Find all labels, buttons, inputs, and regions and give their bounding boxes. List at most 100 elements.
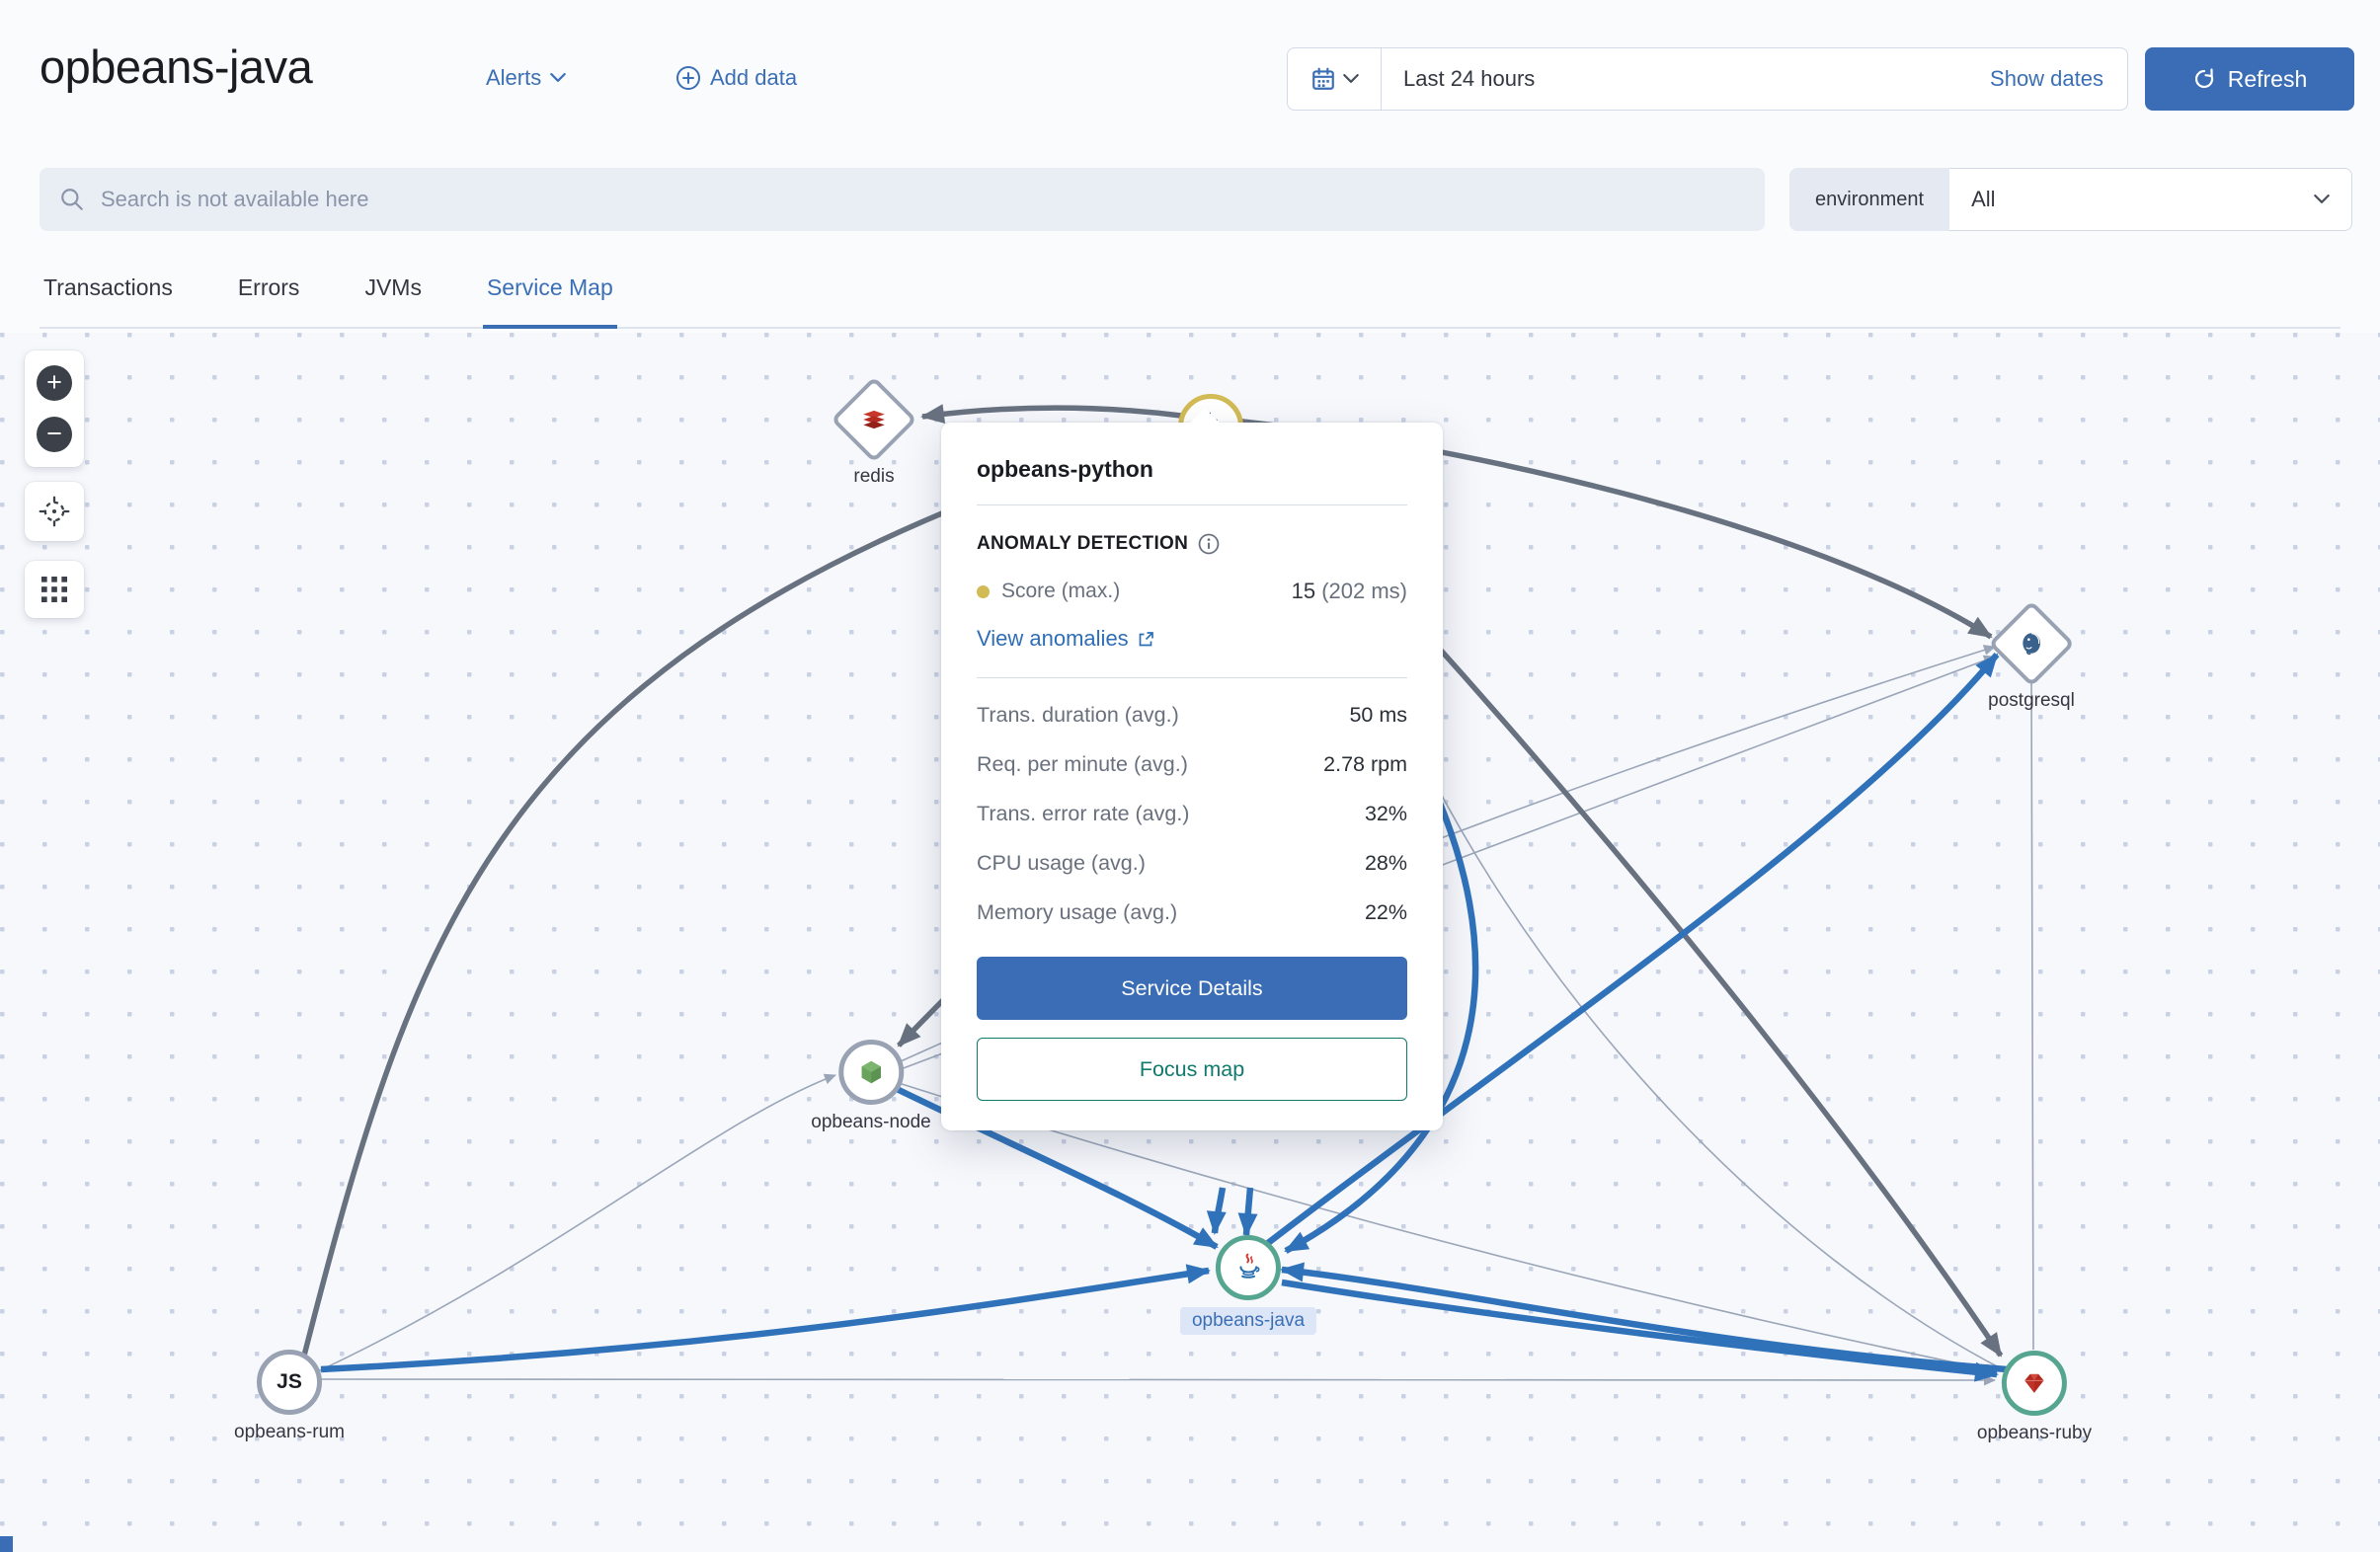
edge-python-java-c bbox=[1284, 745, 1479, 1254]
node-opbeans-ruby[interactable]: opbeans-ruby bbox=[1977, 1351, 2092, 1444]
metric-value: 2.78 rpm bbox=[1323, 752, 1407, 776]
search-bar bbox=[40, 168, 1765, 231]
edge-ruby-java bbox=[1280, 1262, 2008, 1373]
grid-dots-icon bbox=[41, 577, 67, 602]
node-redis[interactable]: redis bbox=[831, 376, 917, 488]
time-range-picker: Last 24 hours Show dates bbox=[1287, 47, 2128, 111]
metric-value: 50 ms bbox=[1349, 703, 1407, 727]
layout-grid-button[interactable] bbox=[25, 561, 84, 618]
popover-divider bbox=[977, 677, 1407, 678]
environment-select[interactable]: All bbox=[1949, 168, 2352, 231]
plus-circle-icon bbox=[676, 66, 700, 90]
redis-icon bbox=[863, 410, 885, 429]
add-data-label: Add data bbox=[710, 65, 798, 90]
edge-rum-python bbox=[301, 421, 1196, 1357]
environment-filter: environment All bbox=[1789, 168, 2352, 231]
environment-value: All bbox=[1971, 187, 1996, 211]
search-icon bbox=[61, 189, 83, 210]
score-value: 15 bbox=[1291, 579, 1316, 603]
nodejs-icon bbox=[861, 1060, 881, 1084]
tab-transactions[interactable]: Transactions bbox=[43, 274, 173, 300]
add-data-button[interactable]: Add data bbox=[675, 65, 797, 91]
node-opbeans-node[interactable]: opbeans-node bbox=[811, 1040, 931, 1133]
edge-python-redis bbox=[920, 404, 1182, 425]
environment-filter-label: environment bbox=[1789, 168, 1950, 231]
node-label: postgresql bbox=[1988, 690, 2075, 711]
edge-ruby-postgresql bbox=[2030, 673, 2034, 1351]
view-anomalies-label: View anomalies bbox=[977, 626, 1129, 651]
external-link-icon bbox=[1139, 631, 1153, 646]
view-anomalies-link[interactable]: View anomalies bbox=[977, 626, 1407, 652]
tab-bar: Transactions Errors JVMs Service Map bbox=[40, 274, 2340, 329]
search-input[interactable] bbox=[99, 186, 1757, 213]
metric-label: Trans. error rate (avg.) bbox=[977, 802, 1190, 825]
edge-java-ruby bbox=[1281, 1279, 1999, 1382]
refresh-button[interactable]: Refresh bbox=[2145, 47, 2354, 111]
metric-row: Trans. error rate (avg.) 32% bbox=[977, 802, 1407, 826]
anomaly-detection-label: ANOMALY DETECTION bbox=[977, 533, 1189, 554]
tab-service-map[interactable]: Service Map bbox=[482, 274, 617, 329]
edge-rum-node bbox=[317, 1073, 836, 1372]
edge-rum-java bbox=[320, 1264, 1211, 1373]
node-opbeans-rum[interactable]: JS opbeans-rum bbox=[234, 1350, 345, 1443]
metric-row: Trans. duration (avg.) 50 ms bbox=[977, 703, 1407, 728]
service-map-canvas[interactable]: redis postgresql bbox=[0, 333, 2380, 1552]
zoom-in-button[interactable]: + bbox=[37, 365, 72, 402]
edge-python-ruby-thin bbox=[1431, 776, 2000, 1368]
anomaly-detection-header: ANOMALY DETECTION bbox=[977, 533, 1407, 555]
metric-value: 32% bbox=[1364, 802, 1407, 825]
postgresql-icon bbox=[2023, 633, 2040, 656]
edge-java-postgresql bbox=[1266, 652, 2000, 1246]
service-details-button[interactable]: Service Details bbox=[977, 957, 1407, 1020]
focus-map-button[interactable]: Focus map bbox=[977, 1038, 1407, 1101]
chevron-down-icon bbox=[2314, 194, 2330, 203]
metric-label: CPU usage (avg.) bbox=[977, 851, 1146, 875]
java-icon bbox=[1239, 1253, 1260, 1279]
metric-label: Trans. duration (avg.) bbox=[977, 703, 1179, 727]
popover-title: opbeans-python bbox=[977, 456, 1407, 505]
node-label: opbeans-ruby bbox=[1976, 1423, 2093, 1443]
alerts-label: Alerts bbox=[486, 65, 542, 90]
zoom-out-button[interactable]: − bbox=[37, 416, 72, 452]
js-badge: JS bbox=[277, 1370, 302, 1393]
crosshair-icon bbox=[39, 496, 70, 527]
metric-row: Memory usage (avg.) 22% bbox=[977, 900, 1407, 925]
show-dates-link[interactable]: Show dates bbox=[1990, 66, 2103, 91]
tab-jvms[interactable]: JVMs bbox=[364, 274, 422, 300]
node-opbeans-java[interactable]: opbeans-java bbox=[1179, 1235, 1317, 1335]
node-label: redis bbox=[853, 466, 895, 487]
node-postgresql[interactable]: postgresql bbox=[1988, 600, 2075, 712]
calendar-icon bbox=[1311, 67, 1334, 90]
anomaly-score-row: Score (max.) 15 (202 ms) bbox=[977, 579, 1407, 604]
metric-label: Memory usage (avg.) bbox=[977, 900, 1178, 924]
zoom-control: + − bbox=[25, 350, 84, 467]
ruby-icon bbox=[2024, 1373, 2044, 1393]
metric-row: Req. per minute (avg.) 2.78 rpm bbox=[977, 752, 1407, 777]
node-label: opbeans-node bbox=[811, 1112, 931, 1132]
refresh-icon bbox=[2194, 68, 2213, 89]
center-map-button[interactable] bbox=[25, 482, 84, 541]
refresh-label: Refresh bbox=[2227, 65, 2308, 92]
corner-accent bbox=[0, 1536, 13, 1552]
score-label: Score (max.) bbox=[1001, 580, 1121, 602]
metric-label: Req. per minute (avg.) bbox=[977, 752, 1188, 776]
page-title: opbeans-java bbox=[40, 40, 313, 93]
time-range-value[interactable]: Last 24 hours bbox=[1403, 66, 1536, 91]
node-label: opbeans-rum bbox=[234, 1422, 345, 1442]
chevron-down-icon bbox=[1342, 74, 1359, 83]
calendar-dropdown-button[interactable] bbox=[1288, 48, 1382, 110]
metric-value: 28% bbox=[1364, 851, 1407, 875]
info-icon[interactable] bbox=[1198, 533, 1220, 555]
score-duration: (202 ms) bbox=[1321, 579, 1407, 603]
metric-row: CPU usage (avg.) 28% bbox=[977, 851, 1407, 876]
alerts-menu-button[interactable]: Alerts bbox=[486, 65, 567, 91]
edge-node-ruby bbox=[898, 1082, 1998, 1375]
service-popover: opbeans-python ANOMALY DETECTION Score (… bbox=[941, 423, 1443, 1130]
anomaly-severity-dot bbox=[977, 584, 990, 598]
node-label-selected: opbeans-java bbox=[1179, 1307, 1317, 1335]
chevron-down-icon bbox=[550, 73, 567, 82]
tab-errors[interactable]: Errors bbox=[237, 274, 300, 300]
metric-value: 22% bbox=[1364, 900, 1407, 924]
edge-rum-ruby bbox=[317, 1374, 1996, 1386]
edge-python-java-b bbox=[1237, 1187, 1258, 1237]
